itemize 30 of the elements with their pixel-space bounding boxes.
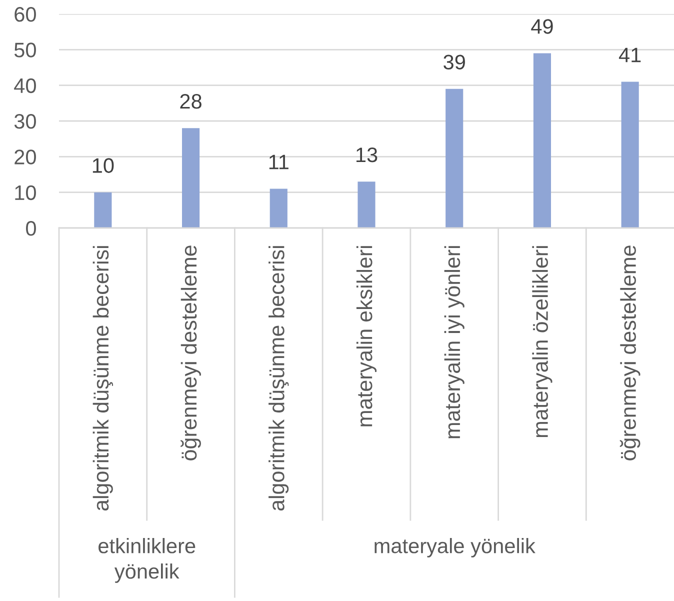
y-tick-label: 20 (14, 150, 36, 164)
bar (446, 88, 464, 228)
y-tick-label: 30 (14, 114, 36, 129)
bar (94, 192, 112, 228)
data-label: 13 (356, 147, 378, 162)
bar (621, 82, 639, 228)
data-label: 39 (444, 54, 465, 70)
data-label: 11 (269, 154, 288, 170)
y-tick-label: 0 (26, 221, 36, 236)
x-tick-label: algoritmik düşünme becerisi (268, 246, 289, 511)
y-tick-label: 40 (14, 78, 36, 94)
bar (270, 188, 288, 228)
data-label: 41 (618, 48, 641, 62)
y-tick-label: 10 (15, 185, 36, 200)
y-tick-label: 50 (14, 42, 36, 58)
x-tick-label: algoritmik düşünme becerisi (92, 246, 114, 511)
bar (182, 128, 200, 228)
data-label: 49 (531, 19, 553, 34)
x-tick-label: materyalin iyi yönleri (444, 246, 464, 438)
x-tick-label: materyalin özellikleri (532, 246, 552, 438)
x-tick-label: öğrenmeyi destekleme (180, 246, 201, 460)
x-tick-label: materyalin eksikleri (356, 246, 377, 426)
text: materyale yönelik (374, 538, 536, 558)
y-tick-label: 60 (14, 7, 36, 22)
bar (358, 182, 376, 228)
data-label: 10 (92, 158, 114, 173)
x-tick-label: öğrenmeyi destekleme (620, 246, 640, 460)
text: etkinliklere yönelik (98, 538, 196, 583)
data-label: 28 (180, 94, 202, 109)
bar (533, 53, 551, 228)
